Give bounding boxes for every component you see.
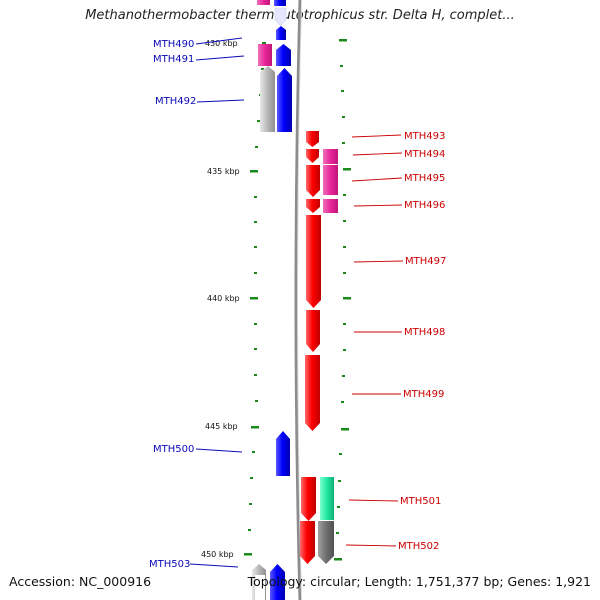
genome-stats-text: Topology: circular; Length: 1,751,377 bp… bbox=[247, 574, 591, 589]
tick-label-450: 450 kbp bbox=[201, 550, 234, 559]
gene-MTH494-rna[interactable] bbox=[323, 149, 338, 164]
accession-text: Accession: NC_000916 bbox=[9, 574, 152, 589]
gene-MTH492[interactable] bbox=[277, 68, 292, 132]
reverse-label-leaders bbox=[345, 134, 404, 547]
label-MTH499[interactable]: MTH499 bbox=[403, 389, 444, 400]
tick-label-445: 445 kbp bbox=[205, 422, 238, 431]
label-MTH490[interactable]: MTH490 bbox=[153, 39, 194, 50]
gene-MTH490[interactable] bbox=[276, 26, 286, 40]
gene-MTH493[interactable] bbox=[306, 131, 319, 147]
gene-MTH491[interactable] bbox=[276, 44, 291, 66]
gene-MTH498[interactable] bbox=[306, 310, 320, 352]
label-MTH495[interactable]: MTH495 bbox=[404, 173, 445, 184]
gene-MTH497[interactable] bbox=[306, 215, 321, 308]
gene-MTH494[interactable] bbox=[306, 149, 319, 163]
label-MTH496[interactable]: MTH496 bbox=[404, 200, 445, 211]
forward-label-leaders bbox=[189, 37, 245, 568]
label-MTH493[interactable]: MTH493 bbox=[404, 131, 445, 142]
label-MTH491[interactable]: MTH491 bbox=[153, 54, 194, 65]
label-MTH503[interactable]: MTH503 bbox=[149, 559, 190, 570]
gene-MTH502[interactable] bbox=[300, 521, 315, 564]
gene-MTH501-rna[interactable] bbox=[320, 477, 334, 520]
gene-MTH495-rna[interactable] bbox=[323, 165, 338, 195]
gene-MTH491-rna[interactable] bbox=[258, 44, 272, 66]
genome-backbone-highlight bbox=[297, 0, 303, 600]
gene-MTH496[interactable] bbox=[306, 199, 320, 213]
gene-MTH495[interactable] bbox=[306, 165, 320, 197]
tick-label-440: 440 kbp bbox=[207, 294, 240, 303]
label-MTH501[interactable]: MTH501 bbox=[400, 496, 441, 507]
label-MTH497[interactable]: MTH497 bbox=[405, 256, 446, 267]
feature-partial-top-white bbox=[274, 7, 287, 27]
feature-partial-top-pink[interactable] bbox=[257, 0, 270, 5]
gene-MTH496-rna[interactable] bbox=[323, 199, 338, 213]
gene-MTH492-pseudo[interactable] bbox=[260, 66, 275, 132]
label-MTH494[interactable]: MTH494 bbox=[404, 149, 445, 160]
label-MTH498[interactable]: MTH498 bbox=[404, 327, 445, 338]
outer-tick-marks bbox=[334, 39, 351, 561]
gene-MTH500[interactable] bbox=[276, 431, 290, 476]
gene-MTH501[interactable] bbox=[301, 477, 316, 521]
gene-MTH502-pseudo[interactable] bbox=[318, 521, 334, 564]
label-MTH502[interactable]: MTH502 bbox=[398, 541, 439, 552]
feature-partial-top-blue[interactable] bbox=[274, 0, 286, 6]
label-MTH492[interactable]: MTH492 bbox=[155, 96, 196, 107]
label-MTH500[interactable]: MTH500 bbox=[153, 444, 194, 455]
gene-MTH503-frame bbox=[255, 575, 265, 600]
tick-label-435: 435 kbp bbox=[207, 167, 240, 176]
tick-label-430: 430 kbp bbox=[205, 39, 238, 48]
genome-backbone bbox=[294, 0, 302, 600]
gene-MTH503[interactable] bbox=[270, 564, 285, 600]
gene-MTH499[interactable] bbox=[305, 355, 320, 431]
